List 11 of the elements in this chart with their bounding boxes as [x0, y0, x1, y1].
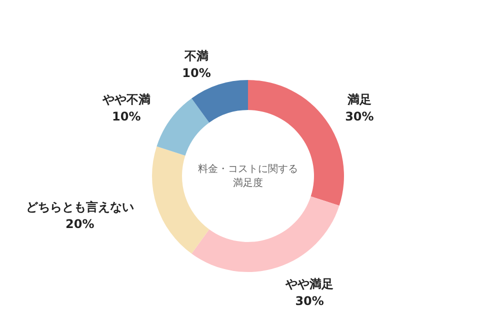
- data-label: 10%: [182, 66, 211, 80]
- slice-label: やや不満: [101, 92, 150, 106]
- data-label: 30%: [345, 109, 374, 124]
- data-label: 30%: [295, 294, 324, 308]
- data-label: 20%: [66, 217, 94, 232]
- slice-label: 満足: [346, 92, 372, 106]
- slice-label: やや満足: [284, 277, 334, 292]
- data-label: 10%: [112, 109, 141, 124]
- text: 料金・コストに関する満足度: [198, 163, 298, 189]
- slice-label: 不満: [184, 48, 209, 63]
- slice-label: どちらとも言えない: [26, 200, 134, 214]
